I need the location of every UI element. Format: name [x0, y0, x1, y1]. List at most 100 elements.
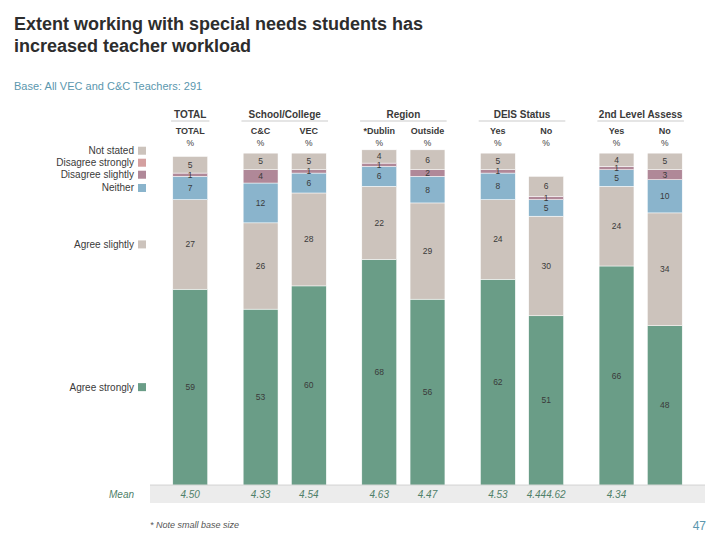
mean-value: 4.54 [299, 489, 319, 500]
data-label: 5 [544, 203, 549, 213]
data-label: 1 [544, 193, 549, 203]
data-label: 68 [375, 367, 385, 377]
legend-entry: Disagree strongly [56, 157, 134, 168]
group-underline [479, 121, 566, 122]
data-label: 51 [541, 395, 551, 405]
legend-swatch [138, 171, 146, 179]
data-label: 24 [493, 234, 503, 244]
category-label: C&C [251, 126, 271, 136]
bar-segment [173, 176, 208, 199]
bar-segment [243, 223, 278, 309]
background [0, 0, 720, 540]
legend-swatch [138, 383, 146, 391]
bar-segment [243, 309, 278, 485]
bar-segment [647, 153, 682, 170]
mean-band [150, 485, 705, 503]
data-label: 48 [660, 400, 670, 410]
data-label: 4 [614, 155, 619, 165]
note: * Note small base size [150, 520, 239, 530]
unit-label: % [305, 138, 313, 148]
bar-segment [173, 200, 208, 290]
data-label: 29 [423, 246, 433, 256]
unit-label: % [257, 138, 265, 148]
title-line: Extent working with special needs studen… [14, 14, 423, 34]
category-label: VEC [300, 126, 319, 136]
data-label: 1 [496, 166, 501, 176]
bar-segment [480, 279, 515, 485]
data-label: 6 [377, 171, 382, 181]
data-label: 5 [306, 156, 311, 166]
data-label: 8 [496, 181, 501, 191]
mean-label: Mean [109, 489, 134, 500]
category-label: No [540, 126, 552, 136]
data-label: 4 [377, 151, 382, 161]
bar-segment [291, 193, 326, 286]
data-label: 30 [541, 261, 551, 271]
category-label: *Dublin [363, 126, 395, 136]
legend: Agree stronglyAgree slightlyNeitherDisag… [56, 145, 146, 392]
group-header: DEIS Status [494, 109, 551, 120]
unit-label: % [661, 138, 669, 148]
title: Extent working with special needs studen… [14, 14, 423, 56]
data-label: 10 [660, 191, 670, 201]
group-underline [597, 121, 684, 122]
data-labels: 5953606856625166482726282229243024347126… [185, 151, 669, 410]
bar-segment [529, 216, 564, 316]
bar-segment [599, 266, 634, 485]
category-label: No [659, 126, 671, 136]
data-label: 22 [375, 218, 385, 228]
group-underline [171, 121, 209, 122]
mean-value: 4.50 [180, 489, 200, 500]
legend-entry: Agree slightly [74, 239, 134, 250]
unit-label: % [375, 138, 383, 148]
category-label: Outside [411, 126, 445, 136]
bar-segment [410, 150, 445, 170]
data-label: 12 [256, 198, 266, 208]
mean-value: 4.63 [370, 489, 390, 500]
legend-entry: Agree strongly [70, 382, 134, 393]
unit-label: % [542, 138, 550, 148]
headers: TOTALSchool/CollegeRegionDEIS Status2nd … [171, 109, 684, 148]
data-label: 56 [423, 387, 433, 397]
data-label: 5 [496, 156, 501, 166]
legend-swatch [138, 159, 146, 167]
data-label: 6 [306, 178, 311, 188]
data-label: 60 [304, 380, 314, 390]
data-label: 8 [425, 185, 430, 195]
data-label: 26 [256, 261, 266, 271]
data-label: 5 [188, 160, 193, 170]
data-label: 1 [306, 166, 311, 176]
bar-segment [410, 299, 445, 485]
subtitle: Base: All VEC and C&C Teachers: 291 [14, 80, 202, 92]
legend-swatch [138, 147, 146, 155]
bar-segment [480, 173, 515, 200]
bar-segment [480, 200, 515, 280]
bar-segment [362, 150, 397, 163]
data-label: 59 [185, 382, 195, 392]
category-label: Yes [609, 126, 625, 136]
bar-segment [410, 176, 445, 203]
data-label: 66 [612, 371, 622, 381]
data-label: 2 [425, 168, 430, 178]
data-label: 5 [614, 173, 619, 183]
bar-segment [362, 186, 397, 259]
legend-swatch [138, 184, 146, 192]
group-underline [241, 121, 328, 122]
bar-segment [647, 180, 682, 213]
data-label: 5 [662, 156, 667, 166]
mean-value: 4.34 [607, 489, 627, 500]
bar-segment [362, 259, 397, 485]
legend-entry: Not stated [88, 145, 134, 156]
bar-segment [647, 326, 682, 485]
legend-entry: Disagree slightly [61, 169, 134, 180]
data-label: 28 [304, 234, 314, 244]
bar-segment [410, 203, 445, 299]
bar-segment [243, 183, 278, 223]
bar-segment [599, 153, 634, 166]
data-label: 1 [188, 170, 193, 180]
data-label: 27 [185, 239, 195, 249]
bar-segment [529, 316, 564, 485]
unit-label: % [613, 138, 621, 148]
bar-segment [243, 153, 278, 170]
bar-segment [173, 289, 208, 485]
